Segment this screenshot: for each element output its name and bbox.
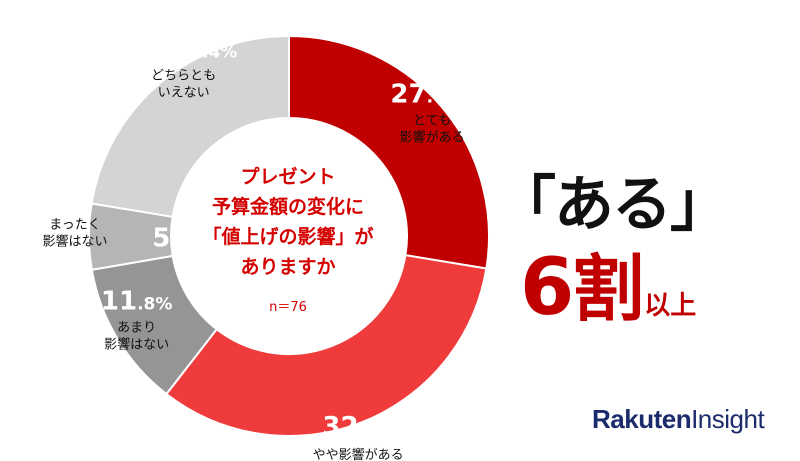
slice-category-label: どちらとも <box>151 68 216 83</box>
slice-percent: 22.4% <box>166 34 238 64</box>
headline-wari: 割 <box>572 247 645 331</box>
slice-category-label: いえない <box>158 85 210 100</box>
headline-aru: 「ある」 <box>496 170 730 240</box>
slice-category-label: 影響がある <box>400 130 465 146</box>
rakuten-insight-logo: RakutenInsight <box>592 404 765 435</box>
slice-category-label: やや影響がある <box>313 447 404 461</box>
slice-category-label: 影響はない <box>104 336 169 352</box>
question-line-1: プレゼント <box>240 166 336 188</box>
logo-brand: Rakuten <box>592 404 692 434</box>
donut-slice <box>165 254 488 437</box>
slice-percent: 32.9% <box>322 412 394 442</box>
question-line-4: ありますか <box>240 256 336 278</box>
headline-six: 6 <box>520 243 574 333</box>
slice-percent: 5.3% <box>152 223 205 253</box>
donut-slice <box>90 34 290 218</box>
slice-label: 32.9% やや影響がある <box>313 412 404 461</box>
center-question: プレゼント 予算金額の変化に 「値上げの影響」が ありますか <box>168 162 408 282</box>
logo-sub: Insight <box>691 404 765 434</box>
sample-size-label: n＝76 <box>269 300 307 315</box>
slice-category-label: とても <box>413 114 451 129</box>
headline-ijou: 以上 <box>644 291 697 321</box>
slice-percent: 27.6% <box>390 80 462 110</box>
question-line-3: 「値上げの影響」が <box>202 226 374 248</box>
slice-category-label: まったく <box>49 217 100 232</box>
headline-six-wari: 6割以上 <box>520 230 696 335</box>
slice-category-label: あまり <box>117 320 156 335</box>
slice-category-label: 影響はない <box>42 233 107 249</box>
slice-percent: 11.8% <box>101 286 173 316</box>
question-line-2: 予算金額の変化に <box>211 196 364 218</box>
donut-slice <box>288 34 490 270</box>
